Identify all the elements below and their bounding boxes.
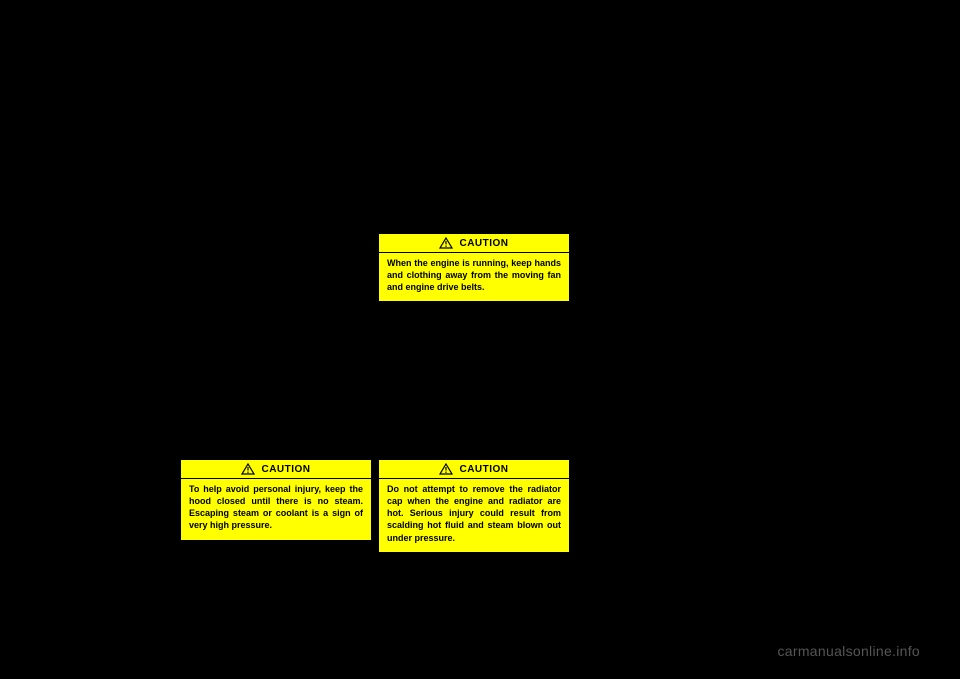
- caution-box-left: CAUTION To help avoid personal injury, k…: [180, 459, 372, 541]
- caution-header: CAUTION: [379, 234, 569, 253]
- caution-body-text: Do not attempt to remove the radiator ca…: [379, 479, 569, 552]
- caution-header: CAUTION: [379, 460, 569, 479]
- caution-title: CAUTION: [459, 238, 508, 249]
- caution-title: CAUTION: [261, 464, 310, 475]
- warning-triangle-icon: [439, 237, 453, 249]
- warning-triangle-icon: [439, 463, 453, 475]
- watermark-text: carmanualsonline.info: [778, 643, 921, 659]
- warning-triangle-icon: [241, 463, 255, 475]
- caution-title: CAUTION: [459, 464, 508, 475]
- caution-box-top: CAUTION When the engine is running, keep…: [378, 233, 570, 302]
- caution-body-text: When the engine is running, keep hands a…: [379, 253, 569, 301]
- caution-header: CAUTION: [181, 460, 371, 479]
- caution-body-text: To help avoid personal injury, keep the …: [181, 479, 371, 540]
- caution-box-right: CAUTION Do not attempt to remove the rad…: [378, 459, 570, 553]
